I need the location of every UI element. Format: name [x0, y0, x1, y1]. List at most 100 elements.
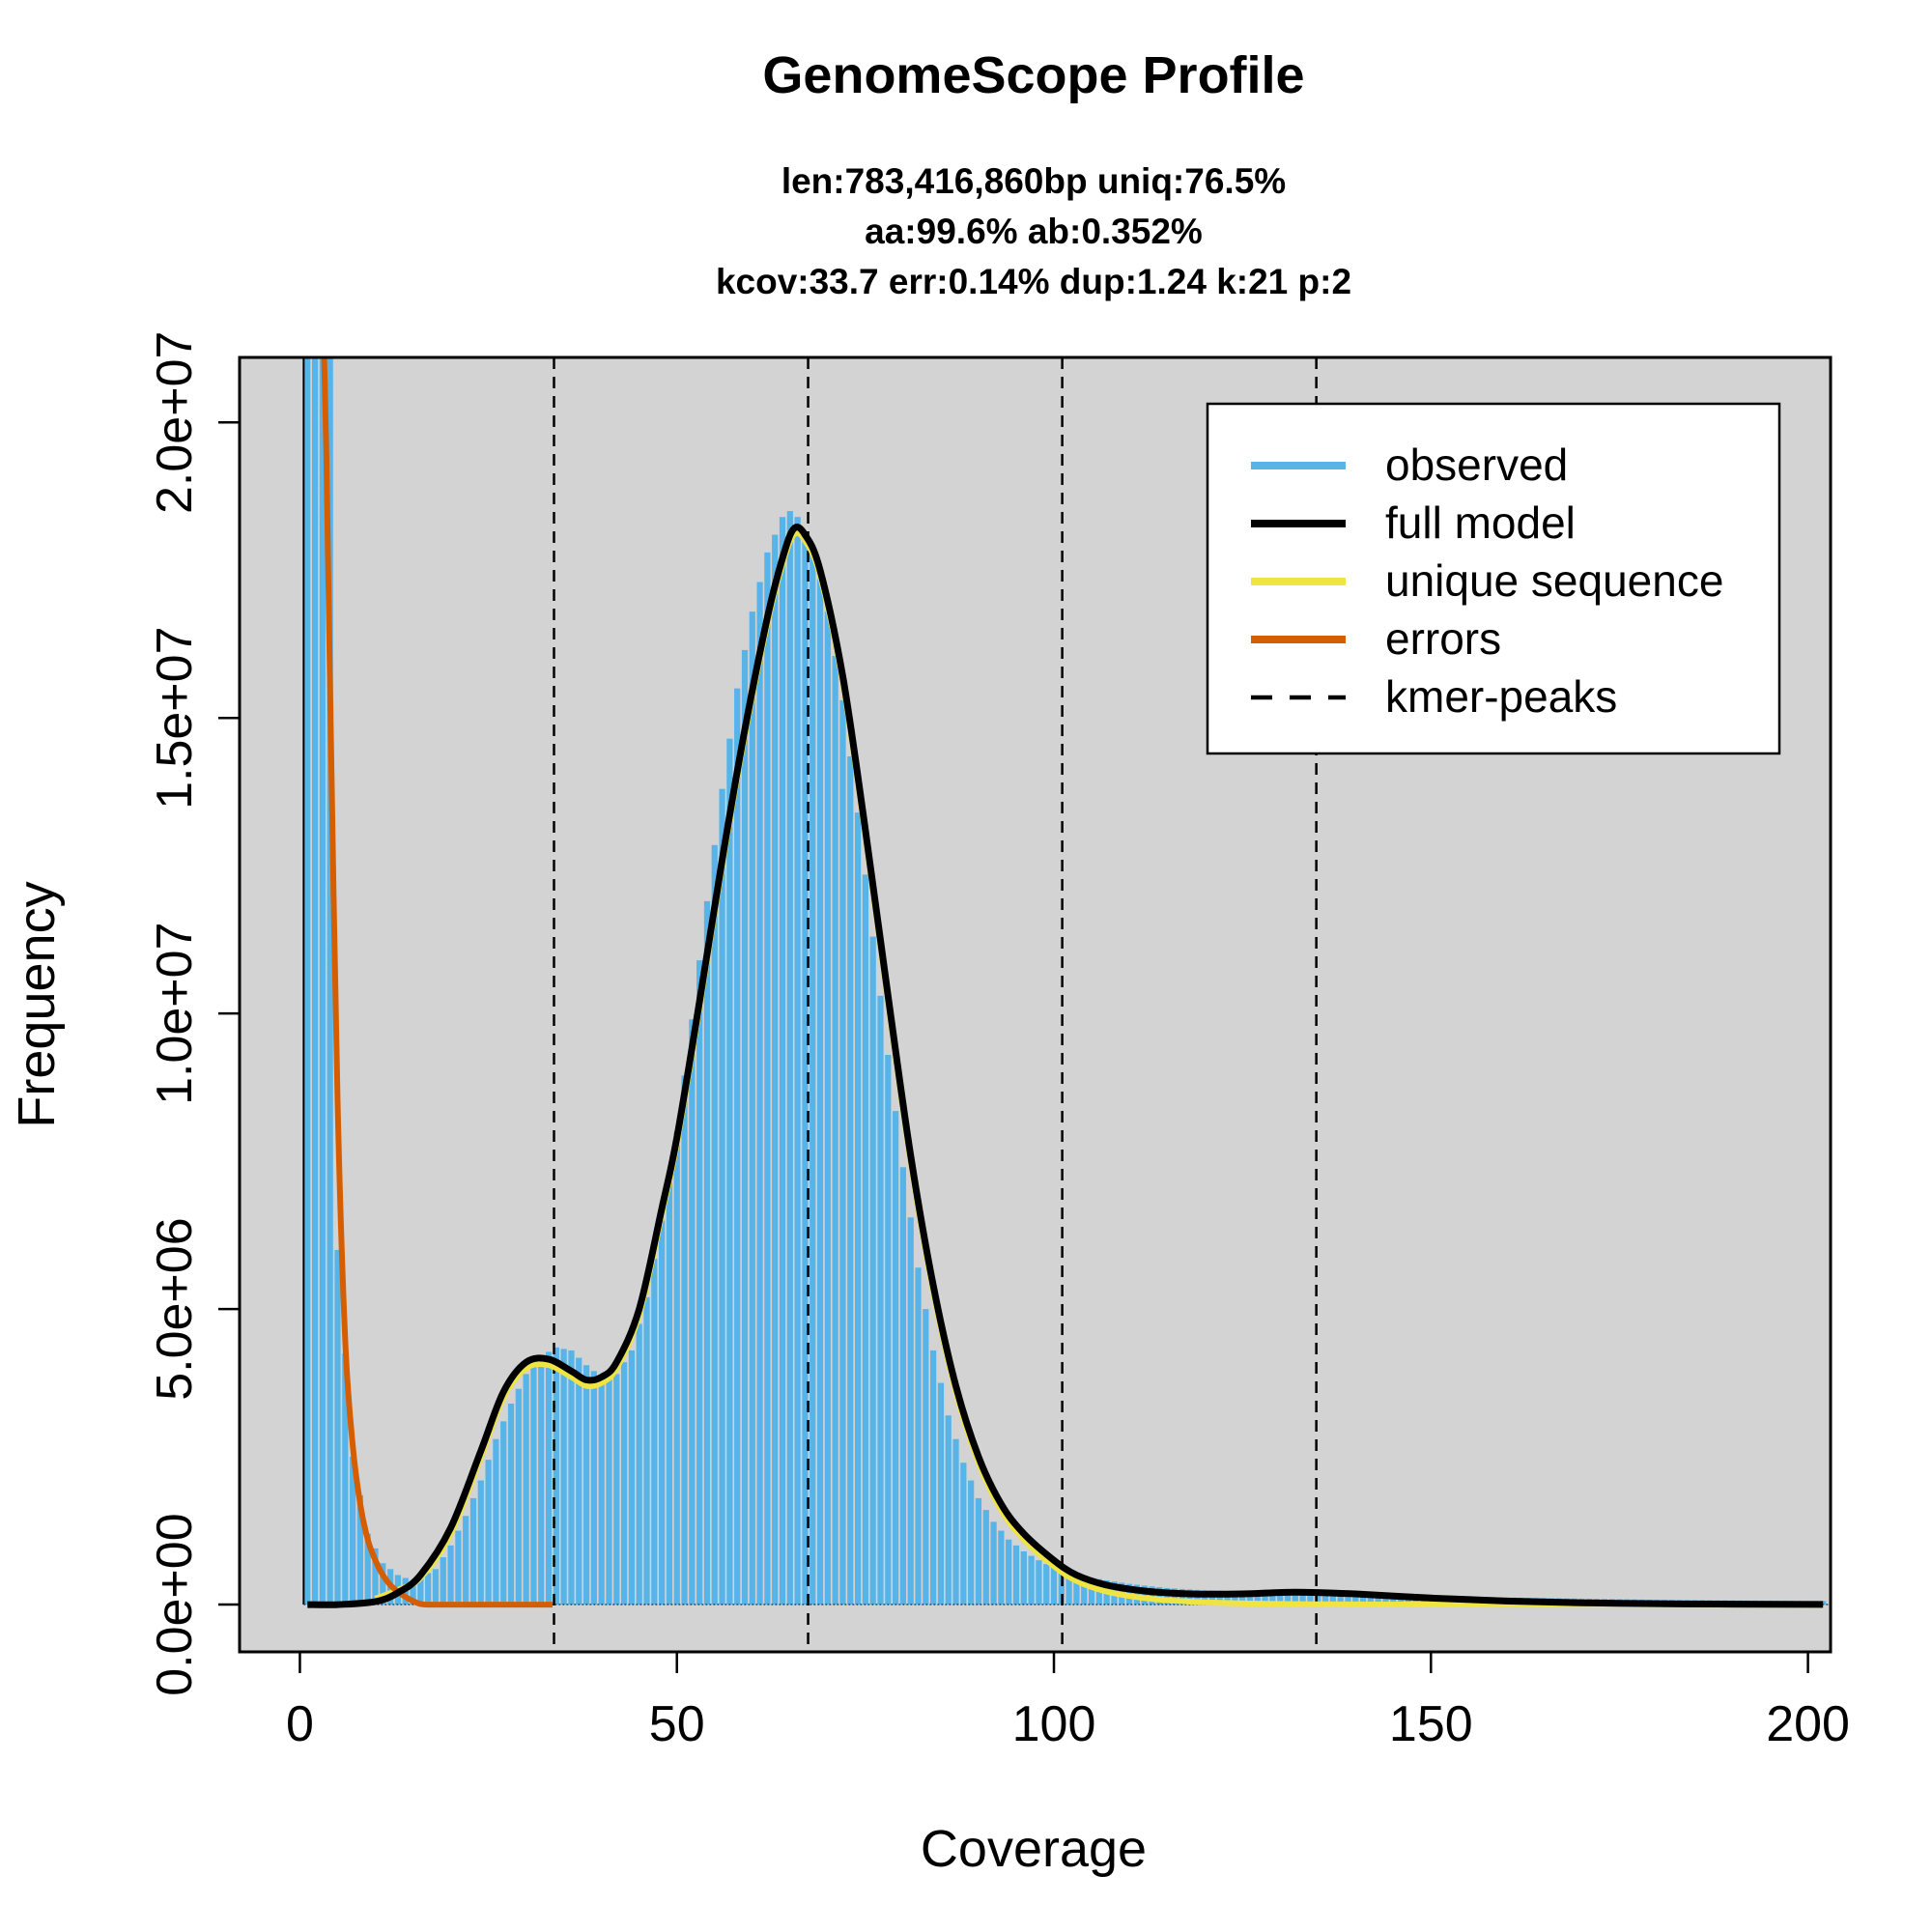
observed-bar	[772, 534, 779, 1605]
observed-bar	[937, 1382, 945, 1605]
observed-bar	[975, 1497, 982, 1605]
observed-bar	[764, 552, 771, 1605]
observed-bar	[1299, 1592, 1306, 1605]
chart-title: GenomeScope Profile	[762, 46, 1304, 104]
observed-bar	[885, 1055, 892, 1605]
observed-bar	[319, 357, 326, 1605]
observed-bar	[1345, 1593, 1351, 1605]
observed-bar	[651, 1259, 658, 1605]
observed-bar	[1208, 1590, 1216, 1605]
observed-bar	[907, 1217, 914, 1605]
observed-bar	[349, 1457, 356, 1605]
observed-bar	[960, 1463, 967, 1605]
observed-bar	[380, 1563, 386, 1605]
x-axis: 0 50 100 150 200	[286, 1650, 1850, 1752]
y-tick-label: 2.0e+07	[147, 331, 203, 514]
observed-bar	[696, 960, 703, 1605]
observed-bar	[553, 1347, 559, 1605]
legend-label-observed: observed	[1385, 440, 1568, 490]
observed-bar	[711, 844, 718, 1605]
observed-bar	[455, 1530, 462, 1605]
observed-bar	[372, 1548, 379, 1605]
legend: observed full model unique sequence erro…	[1206, 402, 1781, 755]
observed-bar	[726, 738, 733, 1605]
observed-bar	[779, 517, 786, 1605]
observed-bar	[568, 1350, 575, 1605]
observed-bar	[582, 1365, 590, 1605]
observed-bar	[832, 656, 838, 1605]
observed-bar	[749, 611, 755, 1605]
observed-bar	[493, 1438, 499, 1605]
observed-bar	[854, 812, 862, 1605]
observed-bar	[1149, 1586, 1155, 1605]
observed-bar	[364, 1533, 371, 1605]
x-tick-label: 0	[286, 1696, 314, 1752]
observed-bar	[930, 1350, 937, 1605]
observed-bar	[998, 1530, 1005, 1605]
observed-bar	[447, 1545, 454, 1605]
observed-bar	[802, 531, 809, 1605]
observed-bar	[620, 1362, 628, 1605]
observed-bar	[576, 1357, 582, 1605]
observed-bar	[507, 1404, 515, 1605]
observed-bar	[1088, 1577, 1095, 1605]
observed-bar	[1284, 1592, 1292, 1605]
observed-bar	[538, 1356, 545, 1605]
x-axis-label: Coverage	[921, 1820, 1147, 1878]
observed-bar	[356, 1494, 363, 1605]
observed-bar	[666, 1176, 673, 1605]
legend-label-errors: errors	[1385, 613, 1501, 664]
observed-bar	[606, 1375, 612, 1605]
observed-bar	[1081, 1576, 1088, 1605]
y-tick-label: 1.0e+07	[147, 922, 203, 1104]
observed-bar	[734, 688, 741, 1605]
observed-bar	[1232, 1591, 1238, 1605]
observed-bar	[1239, 1591, 1246, 1605]
legend-label-full-model: full model	[1385, 497, 1576, 548]
chart-subtitle-line-2: aa:99.6% ab:0.352%	[865, 212, 1203, 251]
observed-bar	[477, 1480, 484, 1605]
observed-bar	[500, 1421, 507, 1605]
observed-bar	[816, 579, 824, 1605]
observed-bar	[673, 1131, 680, 1605]
observed-bar	[1246, 1591, 1254, 1605]
observed-bar	[1036, 1560, 1042, 1605]
observed-bar	[982, 1510, 989, 1605]
observed-bar	[1337, 1593, 1344, 1605]
observed-bar	[1043, 1564, 1050, 1605]
observed-bar	[756, 582, 763, 1605]
observed-bar	[1156, 1587, 1163, 1605]
observed-bar	[1367, 1594, 1374, 1605]
x-tick-label: 150	[1389, 1696, 1473, 1752]
observed-bar	[952, 1438, 959, 1605]
observed-bar	[417, 1577, 424, 1605]
observed-bar	[1262, 1591, 1268, 1605]
observed-bar	[1254, 1591, 1261, 1605]
full-model-line	[307, 524, 1824, 1608]
observed-bar	[469, 1497, 477, 1605]
observed-bar	[741, 649, 749, 1605]
observed-bar	[523, 1374, 529, 1605]
observed-bar	[440, 1557, 446, 1605]
observed-bar	[719, 788, 725, 1605]
observed-bar	[1315, 1593, 1321, 1605]
observed-bar	[530, 1365, 537, 1605]
observed-bar	[1224, 1590, 1231, 1605]
observed-bar	[1375, 1594, 1381, 1605]
observed-bar	[1382, 1594, 1389, 1605]
observed-bar	[1073, 1574, 1080, 1605]
observed-bar	[432, 1569, 440, 1605]
observed-bar	[1321, 1593, 1329, 1605]
observed-bar	[945, 1415, 952, 1605]
x-tick-label: 200	[1766, 1696, 1850, 1752]
observed-bar	[923, 1309, 929, 1605]
x-tick-label: 100	[1012, 1696, 1096, 1752]
chart-subtitle-line-1: len:783,416,860bp uniq:76.5%	[781, 161, 1286, 201]
observed-bar	[1216, 1590, 1223, 1605]
observed-bar	[892, 1111, 899, 1605]
observed-bar	[1050, 1568, 1058, 1605]
observed-bar	[1269, 1592, 1276, 1605]
observed-bar	[839, 699, 846, 1605]
observed-bar	[613, 1374, 620, 1605]
observed-bar	[824, 611, 831, 1605]
